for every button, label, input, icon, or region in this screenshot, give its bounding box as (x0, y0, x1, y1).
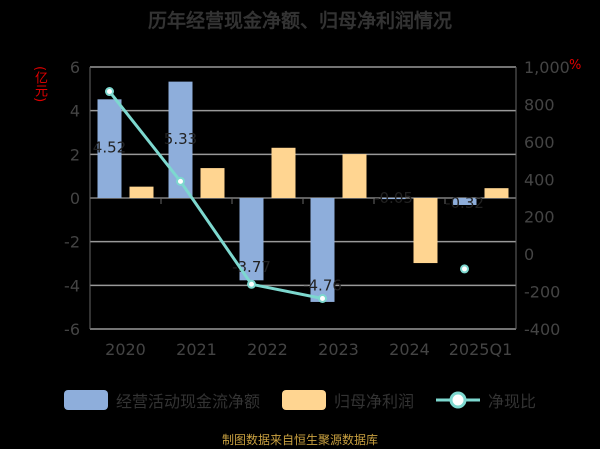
right-axis-unit: % (569, 58, 582, 73)
y2-tick-label: 1,000 (524, 58, 570, 77)
y2-tick-label: 0 (524, 245, 534, 264)
y-tick-label: 4 (70, 102, 80, 121)
legend-item-ratio[interactable]: 净现比 (436, 388, 536, 412)
legend-label: 归母净利润 (333, 392, 414, 411)
legend-label: 经营活动现金流净额 (115, 392, 260, 411)
profit-bar (342, 154, 367, 198)
ocf-bar (310, 198, 335, 302)
y-tick-label: 0 (70, 189, 80, 208)
x-tick-label: 2022 (247, 340, 288, 359)
ratio-point (460, 264, 469, 274)
legend-label: 净现比 (488, 392, 537, 411)
profit-bar (271, 147, 296, 198)
profit-bar (484, 188, 509, 198)
y-tick-label: -4 (64, 276, 80, 295)
y2-tick-label: -400 (524, 320, 560, 339)
y2-tick-label: 400 (524, 170, 555, 189)
legend-item-ocf[interactable]: 经营活动现金流净额 (63, 388, 260, 412)
x-tick-label: 2023 (318, 340, 359, 359)
ocf-bar (452, 198, 477, 205)
y2-tick-label: -200 (524, 283, 560, 302)
legend-line-icon (436, 391, 480, 409)
ratio-point (318, 293, 327, 303)
ocf-bar (97, 99, 122, 198)
ocf-data-label: -4.76 (303, 276, 342, 294)
ocf-data-label: -0.32 (445, 194, 484, 212)
y-tick-label: -6 (64, 320, 80, 339)
legend-swatch (63, 390, 108, 410)
profit-bar (413, 198, 438, 264)
ocf-data-label: 4.52 (93, 139, 126, 157)
ratio-point (247, 279, 256, 289)
ratio-point (176, 176, 185, 186)
y2-tick-label: 600 (524, 133, 555, 152)
ocf-data-label: 5.33 (164, 130, 197, 148)
ocf-bar (381, 198, 406, 200)
profit-bar (129, 186, 154, 198)
legend: 经营活动现金流净额 归母净利润 净现比 (0, 388, 600, 412)
y2-tick-label: 200 (524, 208, 555, 227)
x-tick-label: 2020 (105, 340, 146, 359)
ocf-data-label: -0.05 (374, 189, 413, 207)
footer-source: 制图数据来自恒生聚源数据库 (221, 433, 378, 447)
y2-tick-label: 800 (524, 95, 555, 114)
y-tick-label: 6 (70, 58, 80, 77)
x-tick-label: 2025Q1 (449, 340, 513, 359)
ocf-bar (239, 198, 264, 281)
y-tick-label: 2 (70, 145, 80, 164)
left-axis-unit: (亿元) (32, 66, 47, 103)
x-tick-label: 2024 (389, 340, 430, 359)
legend-swatch (281, 390, 326, 410)
y-tick-label: -2 (64, 233, 80, 252)
chart-title: 历年经营现金净额、归母净利润情况 (147, 10, 452, 32)
legend-item-profit[interactable]: 归母净利润 (281, 388, 414, 412)
x-tick-label: 2021 (176, 340, 217, 359)
ratio-line (108, 90, 323, 300)
profit-bar (200, 168, 225, 198)
ratio-point (105, 87, 114, 97)
